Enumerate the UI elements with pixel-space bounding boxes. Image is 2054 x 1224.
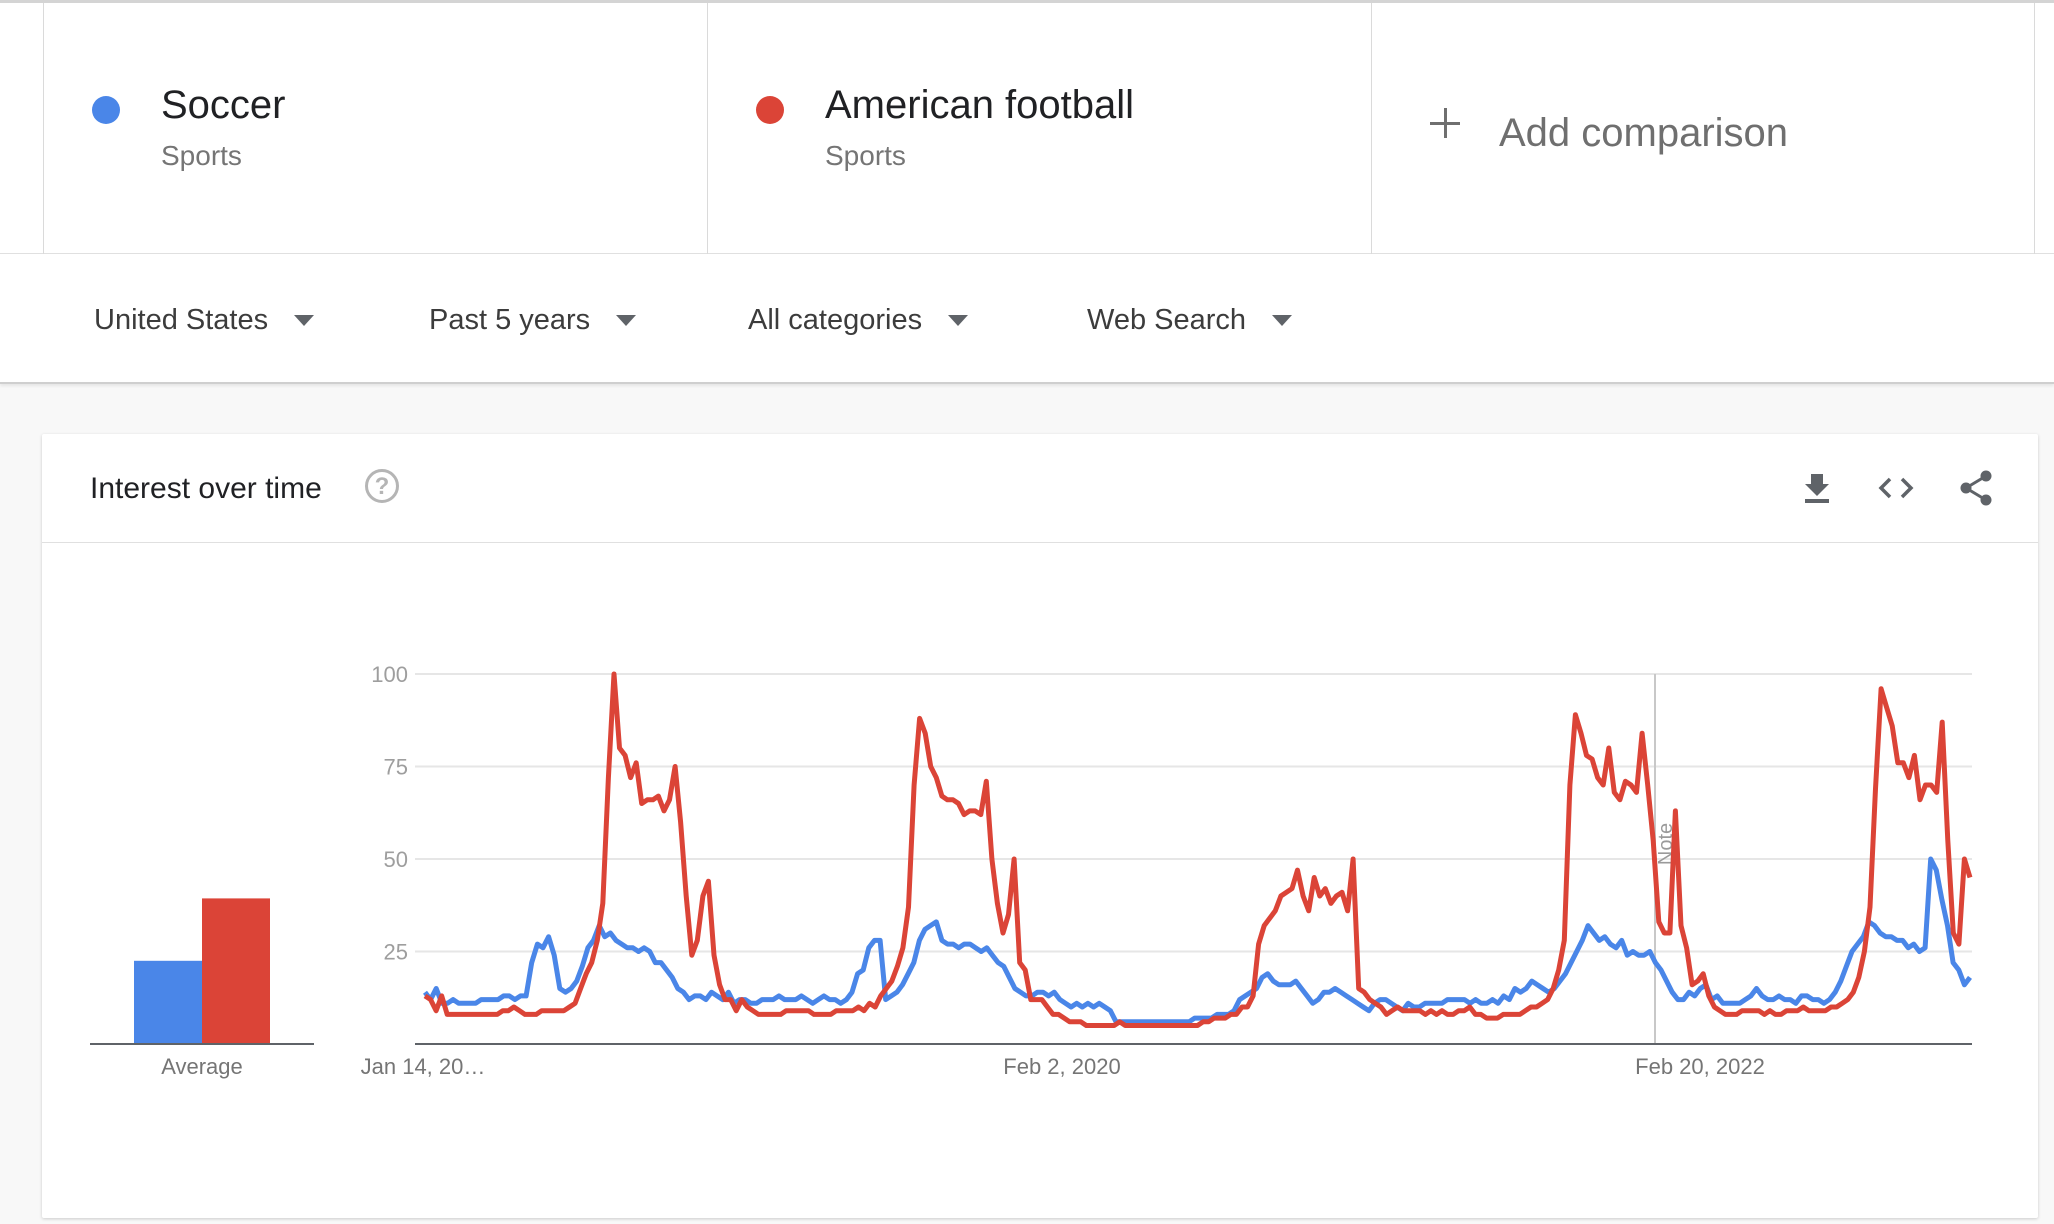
series-line-american-football — [423, 671, 1973, 1028]
y-tick-label: 25 — [384, 940, 408, 965]
term-name: American football — [825, 83, 1135, 127]
average-label: Average — [161, 1054, 243, 1079]
x-tick-label: Feb 20, 2022 — [1635, 1054, 1765, 1079]
comparison-bar: Soccer Sports American football Sports A… — [0, 0, 2054, 254]
x-tick-label: Jan 14, 20… — [361, 1054, 486, 1079]
series-line-soccer — [423, 856, 1972, 1025]
filter-search-type-dropdown[interactable]: Web Search — [1087, 304, 1293, 337]
chart-grid: 25 50 75 100 — [371, 662, 1972, 965]
filter-label: Past 5 years — [429, 304, 591, 336]
filter-category-dropdown[interactable]: All categories — [748, 304, 969, 337]
filter-region-dropdown[interactable]: United States — [94, 304, 315, 337]
term-color-dot — [92, 96, 120, 124]
help-icon[interactable]: ? — [365, 469, 399, 503]
y-tick-label: 50 — [384, 847, 408, 872]
filter-time-range-dropdown[interactable]: Past 5 years — [429, 304, 637, 337]
caret-down-icon — [294, 315, 315, 326]
term-name: Soccer — [161, 83, 286, 127]
term-type: Sports — [825, 140, 906, 171]
card-title: Interest over time — [90, 472, 322, 505]
term-color-dot — [756, 96, 784, 124]
filter-label: United States — [94, 304, 269, 336]
average-bar-american-football — [202, 898, 270, 1044]
caret-down-icon — [948, 315, 969, 326]
term-type: Sports — [161, 140, 242, 171]
term-card-soccer[interactable]: Soccer Sports — [43, 3, 708, 254]
card-header: Interest over time ? — [42, 434, 2038, 543]
filter-label: All categories — [748, 304, 923, 336]
caret-down-icon — [616, 315, 637, 326]
interest-over-time-card: Interest over time ? Average 25 50 75 100 — [42, 434, 2038, 1218]
download-icon[interactable] — [1797, 468, 1837, 508]
average-bars: Average — [90, 898, 314, 1079]
plus-icon — [1430, 108, 1460, 138]
filter-bar: United States Past 5 years All categorie… — [0, 254, 2054, 384]
add-comparison-button[interactable]: Add comparison — [1371, 3, 2035, 254]
term-card-american-football[interactable]: American football Sports — [707, 3, 1372, 254]
y-tick-label: 100 — [371, 662, 408, 687]
y-tick-label: 75 — [384, 755, 408, 780]
caret-down-icon — [1272, 315, 1293, 326]
average-bar-soccer — [134, 960, 202, 1044]
embed-code-icon[interactable] — [1876, 468, 1916, 508]
filter-label: Web Search — [1087, 304, 1247, 336]
add-comparison-label: Add comparison — [1499, 111, 1789, 155]
share-icon[interactable] — [1956, 468, 1996, 508]
x-tick-label: Feb 2, 2020 — [1003, 1054, 1120, 1079]
